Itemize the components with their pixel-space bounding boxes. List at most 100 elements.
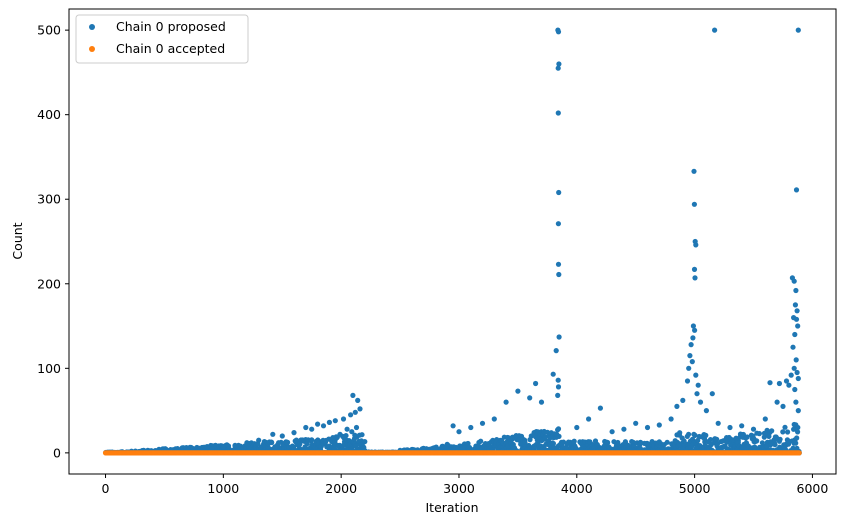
point-proposed xyxy=(220,444,226,450)
point-proposed xyxy=(553,348,559,354)
point-proposed xyxy=(478,438,484,444)
point-proposed xyxy=(556,61,562,67)
point-proposed xyxy=(793,357,799,363)
point-proposed xyxy=(330,435,336,441)
legend-box xyxy=(75,14,249,64)
point-proposed xyxy=(793,187,800,193)
point-proposed xyxy=(697,399,704,405)
x-tick-label: 3000 xyxy=(443,481,475,496)
point-proposed xyxy=(795,27,801,33)
point-proposed xyxy=(340,416,347,422)
point-proposed xyxy=(766,433,772,439)
point-proposed xyxy=(555,392,561,398)
point-proposed xyxy=(350,392,356,398)
point-proposed xyxy=(515,388,521,394)
point-proposed xyxy=(709,391,715,397)
point-proposed xyxy=(664,439,670,445)
point-proposed xyxy=(681,438,687,444)
point-proposed xyxy=(744,434,750,440)
point-proposed xyxy=(522,439,528,445)
tick-layer: 0 1000 2000 3000 4000 5000 6000 0 100 200 300 400 50… xyxy=(37,23,828,496)
point-proposed xyxy=(792,331,798,338)
legend: Chain 0 proposed Chain 0 accepted xyxy=(75,14,249,64)
point-proposed xyxy=(556,334,562,340)
point-proposed xyxy=(362,439,368,445)
point-proposed xyxy=(791,278,797,284)
y-tick-label: 200 xyxy=(37,276,61,291)
point-proposed xyxy=(555,29,562,35)
point-proposed xyxy=(727,424,733,431)
point-proposed xyxy=(795,323,801,329)
point-proposed xyxy=(684,378,691,384)
point-proposed xyxy=(468,424,474,431)
point-proposed xyxy=(794,369,800,376)
point-proposed xyxy=(359,432,365,438)
point-proposed xyxy=(783,378,790,384)
point-proposed xyxy=(609,429,615,435)
point-proposed xyxy=(555,426,562,432)
point-accepted xyxy=(796,450,802,456)
point-proposed xyxy=(604,440,611,446)
point-proposed xyxy=(555,221,562,227)
point-proposed xyxy=(270,431,276,437)
point-proposed xyxy=(777,436,783,442)
y-tick-label: 300 xyxy=(37,192,61,207)
y-tick-label: 0 xyxy=(53,445,61,460)
x-tick-label: 4000 xyxy=(561,481,593,496)
point-proposed xyxy=(344,426,350,432)
point-proposed xyxy=(690,335,696,341)
point-proposed xyxy=(615,441,621,447)
point-proposed xyxy=(767,380,773,386)
point-proposed xyxy=(692,275,698,281)
point-proposed xyxy=(232,442,238,448)
x-tick-label: 1000 xyxy=(207,481,239,496)
point-proposed xyxy=(786,382,792,388)
point-proposed xyxy=(769,428,775,434)
point-proposed xyxy=(527,395,533,401)
point-proposed xyxy=(320,423,327,429)
point-proposed xyxy=(555,377,561,383)
point-proposed xyxy=(326,419,332,425)
point-proposed xyxy=(538,399,545,405)
point-proposed xyxy=(680,397,686,403)
y-tick-label: 500 xyxy=(37,23,61,38)
point-proposed xyxy=(256,437,262,443)
point-proposed xyxy=(795,424,801,431)
point-proposed xyxy=(691,168,697,174)
point-proposed xyxy=(621,426,627,432)
point-proposed xyxy=(444,441,450,447)
point-proposed xyxy=(693,372,699,378)
point-proposed xyxy=(703,432,709,438)
point-proposed xyxy=(715,420,721,426)
point-proposed xyxy=(750,426,757,432)
point-proposed xyxy=(355,397,361,403)
point-proposed xyxy=(691,266,698,272)
point-proposed xyxy=(556,189,562,196)
point-proposed xyxy=(712,27,718,33)
point-proposed xyxy=(574,424,580,431)
point-proposed xyxy=(357,406,363,412)
point-proposed xyxy=(656,422,662,428)
point-proposed xyxy=(695,382,701,388)
point-proposed xyxy=(693,242,699,248)
point-proposed xyxy=(668,416,674,422)
point-proposed xyxy=(780,403,786,409)
point-proposed xyxy=(774,399,780,405)
y-tick-label: 400 xyxy=(37,107,61,122)
point-proposed xyxy=(279,433,285,439)
point-proposed xyxy=(556,433,562,439)
legend-label-proposed: Chain 0 proposed xyxy=(116,19,226,34)
legend-label-accepted: Chain 0 accepted xyxy=(116,41,225,56)
x-tick-label: 6000 xyxy=(797,481,829,496)
point-proposed xyxy=(707,437,714,443)
point-proposed xyxy=(556,271,562,278)
point-proposed xyxy=(795,408,801,414)
point-proposed xyxy=(550,440,557,447)
point-proposed xyxy=(692,432,698,438)
x-tick-label: 2000 xyxy=(325,481,357,496)
point-proposed xyxy=(348,412,354,418)
point-proposed xyxy=(692,327,698,333)
point-proposed xyxy=(269,439,275,446)
y-axis-label: Count xyxy=(10,222,25,259)
